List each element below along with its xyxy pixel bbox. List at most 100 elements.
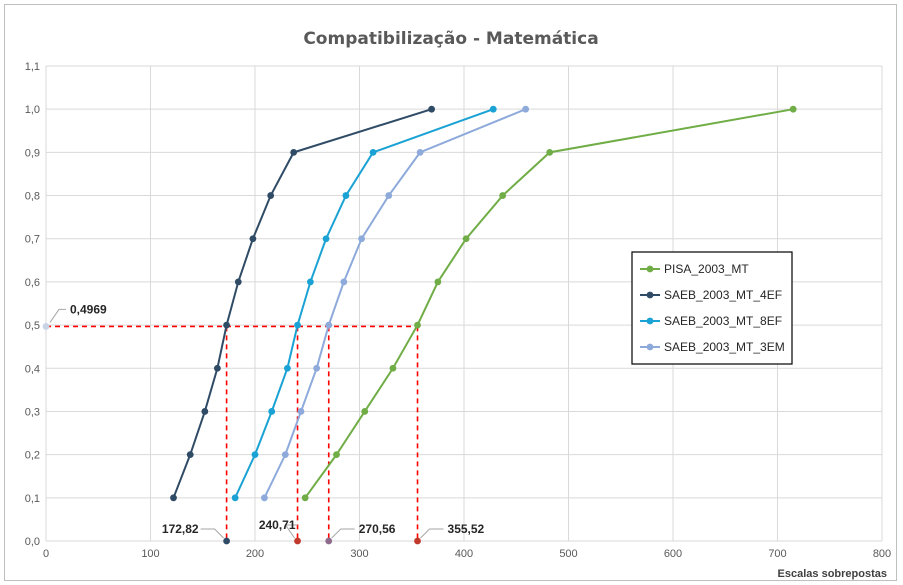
y-tick-label: 0,5 <box>25 320 40 332</box>
x-tick-label: 100 <box>141 548 159 560</box>
data-point <box>267 192 275 199</box>
y-tick-label: 0,0 <box>25 536 40 548</box>
series-group <box>170 105 797 502</box>
legend-swatch-marker <box>646 265 654 273</box>
legend-entry: SAEB_2003_MT_3EM <box>664 340 785 354</box>
data-point <box>231 494 239 502</box>
data-point <box>428 105 436 113</box>
legend-entry: PISA_2003_MT <box>664 262 749 276</box>
x-value-callout-leader <box>331 528 355 539</box>
chart-svg: 0,0 0,1 0,2 0,3 0,4 0,5 0,6 0,7 0,8 0,9 1,0 1,1 0 10… <box>25 29 891 580</box>
data-point <box>369 148 377 156</box>
reference-lines <box>46 325 419 541</box>
y-tick-label: 0,9 <box>25 147 40 159</box>
y-tick-label: 0,3 <box>25 406 40 418</box>
annotations: 0,4969 172,82 240,71 270,56 355,52 <box>42 302 485 545</box>
x-tick-label: 200 <box>246 548 264 560</box>
series-line-saeb-2003-mt-4ef <box>172 108 432 499</box>
data-point <box>333 451 340 459</box>
x-value-callout-leader <box>420 528 444 539</box>
x-value-label: 240,71 <box>259 518 296 532</box>
data-point <box>281 451 289 459</box>
x-tick-labels: 0 100 200 300 400 500 600 700 800 <box>43 548 891 560</box>
data-point <box>340 278 348 286</box>
x-value-callout-leader <box>284 524 298 539</box>
chart-title: Compatibilização - Matemática <box>303 29 598 49</box>
data-point <box>546 148 554 156</box>
x-value-callout-leader <box>200 528 224 539</box>
x-tick-label: 600 <box>664 548 682 560</box>
data-point <box>434 278 442 286</box>
legend-swatch-marker <box>646 317 654 325</box>
x-tick-label: 400 <box>455 548 473 560</box>
data-point <box>234 278 242 286</box>
series-line-saeb-2003-mt-3em <box>263 108 527 499</box>
y-tick-labels: 0,0 0,1 0,2 0,3 0,4 0,5 0,6 0,7 0,8 0,9 1,0 1,1 <box>25 61 40 548</box>
reference-value-label: 0,4969 <box>70 302 107 316</box>
y-tick-label: 0,8 <box>25 191 40 203</box>
x-value-point <box>294 537 301 545</box>
chart-frame: 0,0 0,1 0,2 0,3 0,4 0,5 0,6 0,7 0,8 0,9 1,0 1,1 0 10… <box>4 4 897 581</box>
x-value-label: 270,56 <box>359 522 396 536</box>
reference-point <box>42 323 50 330</box>
data-point <box>789 105 797 113</box>
x-value-label: 172,82 <box>162 522 199 536</box>
data-point <box>322 235 330 243</box>
x-value-point <box>223 537 230 545</box>
x-tick-label: 0 <box>43 548 49 560</box>
data-point <box>325 321 333 329</box>
data-point <box>213 364 221 372</box>
data-point <box>301 494 309 502</box>
data-point <box>268 408 276 415</box>
x-tick-label: 300 <box>350 548 368 560</box>
data-point <box>361 408 369 415</box>
data-point <box>358 235 365 243</box>
data-point <box>499 192 507 199</box>
y-tick-label: 0,6 <box>25 277 40 289</box>
x-value-label: 355,52 <box>448 522 485 536</box>
reference-callout-leader <box>49 308 66 323</box>
legend-box <box>631 251 793 365</box>
legend-entry: SAEB_2003_MT_8EF <box>664 314 782 328</box>
data-point <box>170 494 177 502</box>
legend-swatch-marker <box>646 291 654 299</box>
data-point <box>416 148 424 156</box>
data-point <box>462 235 470 243</box>
data-point <box>290 148 298 156</box>
data-point <box>294 321 301 329</box>
x-value-point <box>414 537 421 545</box>
data-point <box>522 105 530 113</box>
y-tick-label: 0,1 <box>25 493 40 505</box>
data-point <box>283 364 291 372</box>
series-line-pisa-2003-mt <box>304 108 794 499</box>
x-tick-label: 500 <box>559 548 577 560</box>
y-tick-label: 0,7 <box>25 234 40 246</box>
data-point <box>186 451 194 459</box>
data-point <box>414 321 421 329</box>
legend-entry: SAEB_2003_MT_4EF <box>664 288 782 302</box>
y-tick-label: 0,4 <box>25 363 40 375</box>
legend: PISA_2003_MT SAEB_2003_MT_4EF SAEB_2003_MT… <box>631 251 793 365</box>
data-point <box>313 364 321 372</box>
data-point <box>385 192 393 199</box>
data-point <box>389 364 397 372</box>
y-tick-label: 0,2 <box>25 450 40 462</box>
data-point <box>249 235 257 243</box>
x-tick-label: 800 <box>873 548 891 560</box>
y-tick-label: 1,0 <box>25 104 40 116</box>
data-point <box>489 105 497 113</box>
data-point <box>201 408 209 415</box>
x-axis-label: Escalas sobrepostas <box>778 568 887 580</box>
data-point <box>223 321 230 329</box>
grid <box>45 65 883 542</box>
data-point <box>261 494 268 502</box>
data-point <box>342 192 350 199</box>
data-point <box>297 408 305 415</box>
y-tick-label: 1,1 <box>25 61 40 73</box>
legend-swatch-marker <box>646 343 654 351</box>
series-line-saeb-2003-mt-8ef <box>234 108 494 499</box>
x-value-point <box>325 537 333 545</box>
x-tick-label: 700 <box>768 548 786 560</box>
data-point <box>306 278 314 286</box>
data-point <box>251 451 259 459</box>
